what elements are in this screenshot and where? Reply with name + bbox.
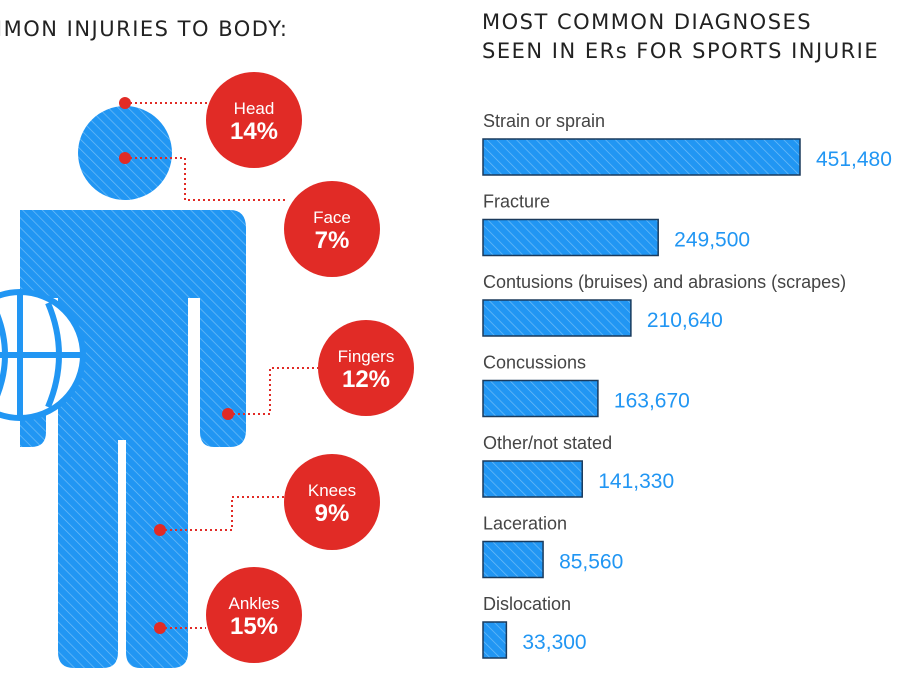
category-label: Other/not stated bbox=[483, 433, 612, 453]
bar bbox=[482, 299, 632, 337]
anchor-dots bbox=[119, 97, 234, 634]
category-label: Contusions (bruises) and abrasions (scra… bbox=[483, 272, 846, 292]
bar bbox=[482, 460, 583, 498]
injury-name: Knees bbox=[307, 481, 357, 500]
face-dot bbox=[119, 152, 131, 164]
injury-name: Fingers bbox=[337, 347, 395, 366]
head-bubble bbox=[206, 72, 302, 168]
chart-title-line-1: MOST COMMON DIAGNOSES bbox=[482, 10, 813, 34]
bar bbox=[482, 218, 659, 257]
injury-percent: 7% bbox=[314, 227, 350, 254]
value-label: 85,560 bbox=[559, 551, 623, 574]
injury-name: Face bbox=[313, 208, 351, 227]
leader-lines bbox=[125, 102, 318, 629]
value-label: 33,300 bbox=[522, 631, 586, 654]
knees-dot bbox=[154, 524, 166, 536]
bar bbox=[482, 138, 801, 176]
head-injury-label: Head 14% bbox=[209, 100, 299, 144]
face-bubble bbox=[284, 181, 380, 277]
basketball-icon bbox=[0, 289, 86, 421]
bar bbox=[482, 540, 544, 579]
category-label: Strain or sprain bbox=[483, 111, 605, 131]
injury-bubbles bbox=[206, 72, 414, 663]
face-injury-label: Face 7% bbox=[287, 209, 377, 253]
value-label: 210,640 bbox=[647, 309, 723, 332]
category-label: Laceration bbox=[483, 514, 567, 534]
injury-name: Head bbox=[233, 99, 275, 118]
ankles-bubble bbox=[206, 567, 302, 663]
body-injury-diagram bbox=[0, 72, 414, 668]
injury-percent: 12% bbox=[341, 366, 391, 393]
fingers-bubble bbox=[318, 320, 414, 416]
value-label: 163,670 bbox=[614, 390, 690, 413]
left-title: MMON INJURIES TO BODY: bbox=[0, 17, 289, 41]
value-label: 249,500 bbox=[674, 229, 750, 252]
knees-injury-label: Knees 9% bbox=[287, 482, 377, 526]
bar bbox=[482, 379, 599, 418]
injury-percent: 14% bbox=[229, 118, 279, 145]
chart-title-line-2: SEEN IN ERs FOR SPORTS INJURIE bbox=[482, 39, 880, 63]
category-label: Dislocation bbox=[483, 594, 571, 614]
injury-percent: 15% bbox=[229, 613, 279, 640]
ankles-dot bbox=[154, 622, 166, 634]
value-label: 141,330 bbox=[598, 470, 674, 493]
head-dot bbox=[119, 97, 131, 109]
category-label: Fracture bbox=[483, 192, 550, 212]
injury-percent: 9% bbox=[314, 500, 350, 527]
knees-bubble bbox=[284, 454, 380, 550]
category-label: Concussions bbox=[483, 353, 586, 373]
chart-title: MOST COMMON DIAGNOSES SEEN IN ERs FOR SP… bbox=[482, 8, 879, 66]
fingers-dot bbox=[222, 408, 234, 420]
ankles-injury-label: Ankles 15% bbox=[209, 595, 299, 639]
injury-name: Ankles bbox=[228, 594, 280, 613]
value-label: 451,480 bbox=[816, 148, 892, 171]
fingers-injury-label: Fingers 12% bbox=[321, 348, 411, 392]
bar bbox=[482, 621, 508, 659]
